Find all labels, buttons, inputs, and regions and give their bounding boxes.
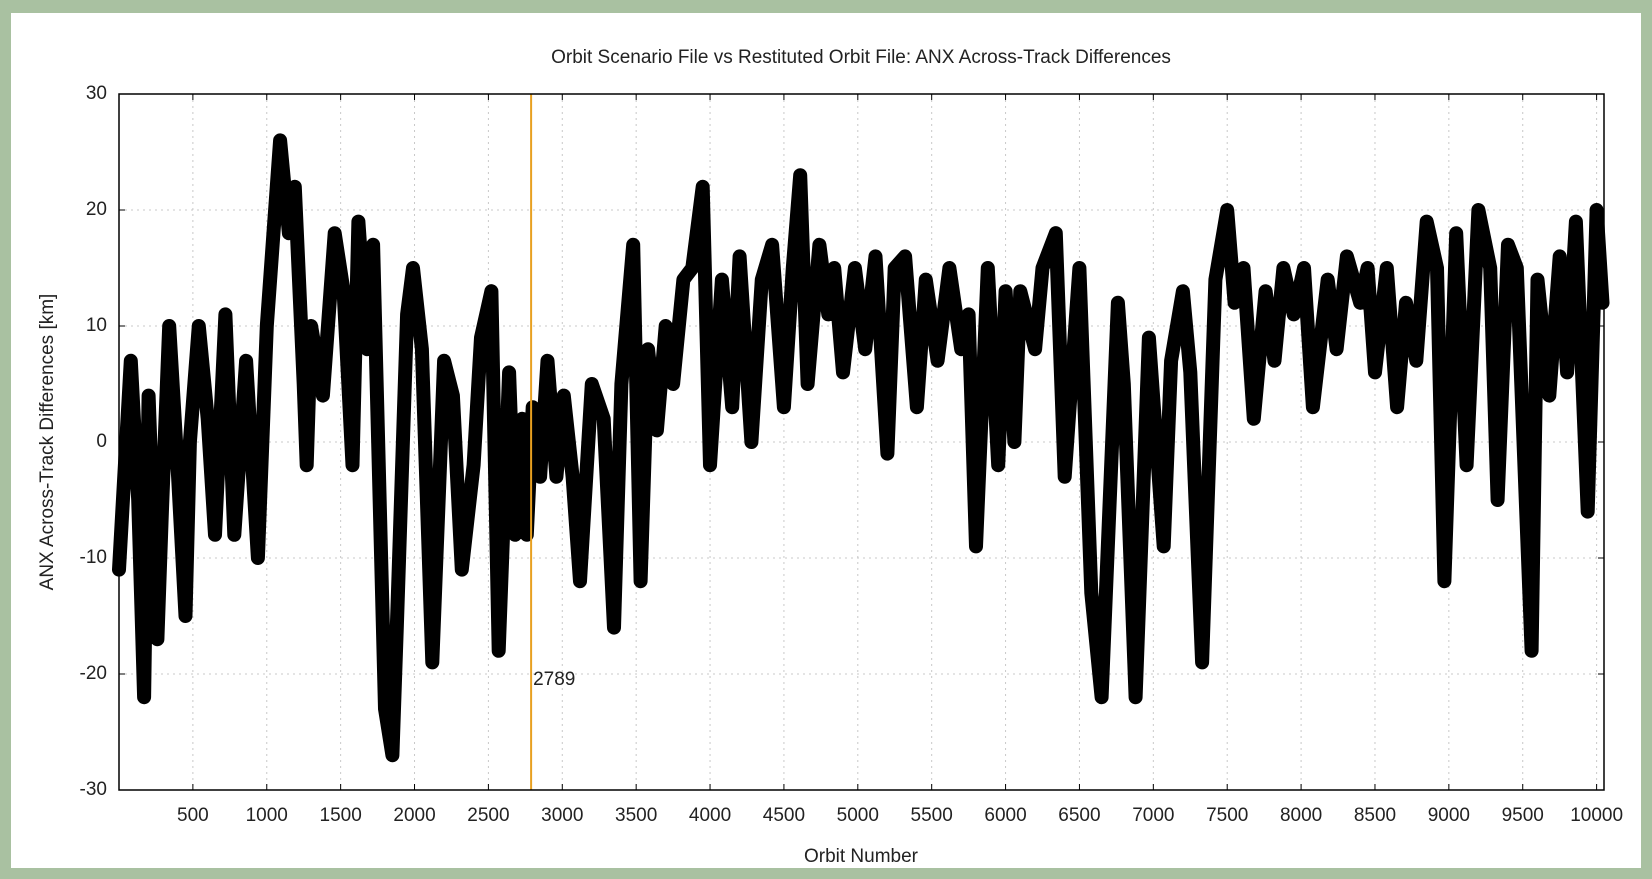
x-tick-label: 1500: [320, 805, 362, 826]
x-tick-label: 5000: [837, 805, 879, 826]
x-tick-label: 2000: [393, 805, 435, 826]
x-tick-label: 4000: [689, 805, 731, 826]
x-tick-label: 5500: [911, 805, 953, 826]
y-tick-label: 10: [86, 315, 107, 336]
x-tick-label: 1000: [246, 805, 288, 826]
y-tick-label: 30: [86, 83, 107, 104]
plot-frame: [118, 93, 1605, 791]
x-tick-label: 9500: [1502, 805, 1544, 826]
x-tick-label: 8000: [1280, 805, 1322, 826]
x-tick-label: 7500: [1206, 805, 1248, 826]
x-tick-label: 9000: [1428, 805, 1470, 826]
x-tick-label: 500: [177, 805, 209, 826]
x-axis-label: Orbit Number: [804, 846, 919, 867]
y-tick-label: -30: [80, 779, 107, 800]
x-tick-label: 6500: [1058, 805, 1100, 826]
x-tick-label: 6000: [984, 805, 1026, 826]
y-tick-label: -10: [80, 547, 107, 568]
x-tick-label: 3500: [615, 805, 657, 826]
x-tick-label: 8500: [1354, 805, 1396, 826]
chart-title: Orbit Scenario File vs Restituted Orbit …: [551, 47, 1171, 68]
x-tick-label: 7000: [1132, 805, 1174, 826]
x-tick-label: 4500: [763, 805, 805, 826]
y-tick-label: 20: [86, 199, 107, 220]
y-tick-label: 0: [96, 431, 107, 452]
y-tick-label: -20: [80, 663, 107, 684]
y-axis-label: ANX Across-Track Differences [km]: [37, 294, 58, 591]
x-tick-label: 3000: [541, 805, 583, 826]
x-tick-label: 2500: [467, 805, 509, 826]
marker-label: 2789: [533, 669, 575, 690]
data-line: [112, 133, 1610, 763]
x-tick-label: 10000: [1570, 805, 1623, 826]
